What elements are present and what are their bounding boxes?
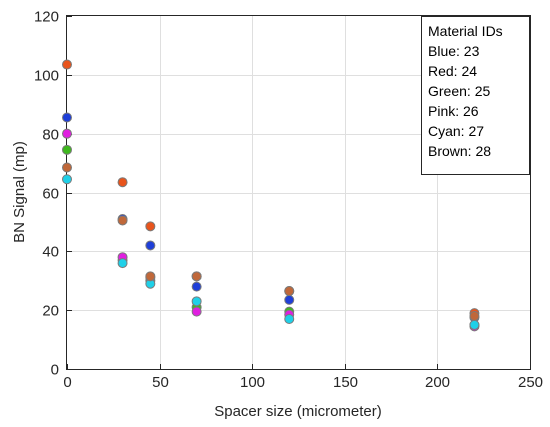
y-tick-label: 60: [42, 186, 59, 203]
data-point: [62, 144, 72, 155]
y-tick-label: 0: [51, 362, 59, 379]
data-point: [62, 162, 72, 173]
data-point: [62, 112, 72, 123]
data-point: [62, 174, 72, 185]
data-point: [191, 296, 202, 307]
data-point: [284, 286, 295, 297]
data-point: [145, 271, 156, 282]
data-point: [191, 281, 202, 292]
axis-ticks: 0 50 100 150 200 250 0 20 40 60 80 100 120: [34, 9, 543, 392]
legend-entry-blue: Blue: 23: [428, 43, 480, 59]
data-point: [117, 177, 128, 188]
data-point: [145, 240, 156, 251]
x-tick-label: 200: [425, 374, 450, 391]
legend-title: Material IDs: [428, 23, 503, 39]
legend-box: [421, 16, 530, 175]
x-tick-label: 250: [518, 374, 543, 391]
legend: Material IDs Blue: 23 Red: 24 Green: 25 …: [421, 16, 530, 175]
legend-entry-brown: Brown: 28: [428, 143, 491, 159]
data-point: [469, 319, 480, 330]
x-tick-label: 0: [63, 374, 71, 391]
y-tick-label: 40: [42, 244, 59, 261]
x-tick-label: 150: [333, 374, 358, 391]
y-tick-label: 100: [34, 68, 59, 85]
y-tick-label: 120: [34, 9, 59, 26]
legend-entry-cyan: Cyan: 27: [428, 123, 484, 139]
data-point: [117, 258, 128, 269]
data-point: [117, 215, 128, 226]
legend-entry-green: Green: 25: [428, 83, 490, 99]
data-point: [145, 221, 156, 232]
data-point: [284, 313, 295, 324]
data-point: [62, 128, 72, 139]
x-tick-label: 50: [152, 374, 169, 391]
data-point: [469, 311, 480, 322]
data-points: [62, 59, 480, 332]
data-point: [62, 59, 72, 70]
y-tick-label: 80: [42, 127, 59, 144]
legend-entry-red: Red: 24: [428, 63, 477, 79]
plot-frame: [66, 15, 531, 370]
data-point: [191, 306, 202, 317]
data-point: [284, 294, 295, 305]
y-axis-label: BN Signal (mp): [11, 141, 28, 243]
x-tick-label: 100: [240, 374, 265, 391]
y-tick-label: 20: [42, 303, 59, 320]
data-point: [191, 271, 202, 282]
x-axis-label: Spacer size (micrometer): [214, 403, 382, 420]
legend-entry-pink: Pink: 26: [428, 103, 479, 119]
